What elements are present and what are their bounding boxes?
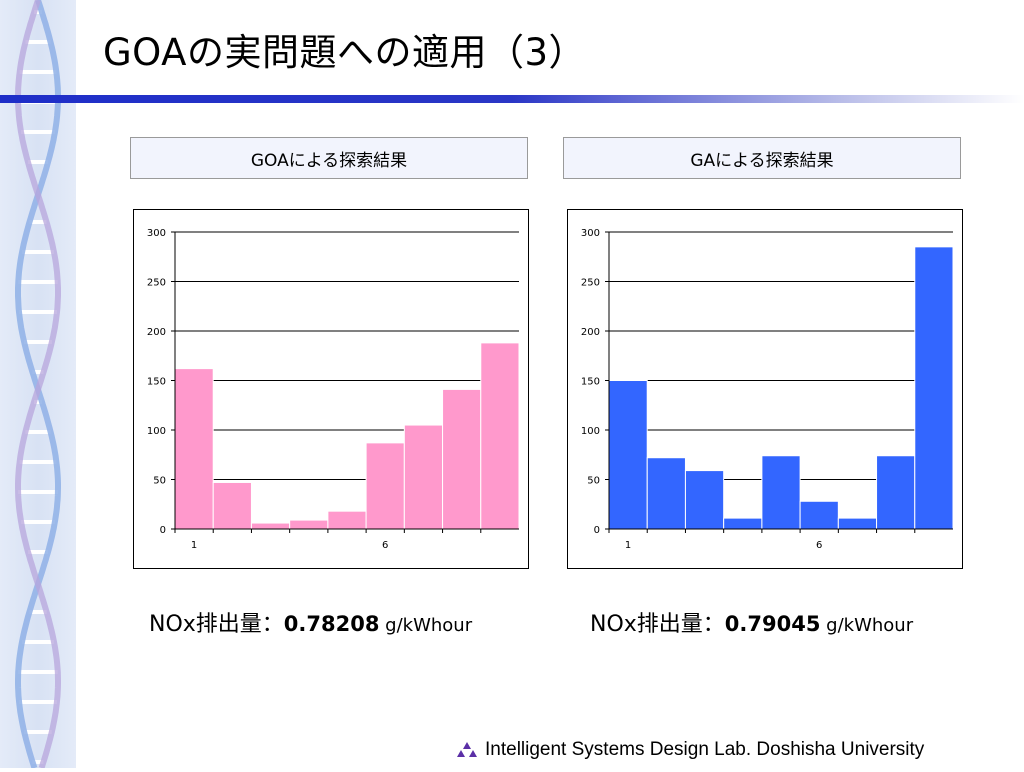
ga-y-tick-label: 0 (594, 525, 600, 536)
goa-bar (174, 368, 214, 530)
ga-bar (799, 500, 839, 530)
ga-nox-unit: g/kWhour (820, 615, 914, 636)
goa-histogram-svg: 0 50 100 150 200 250 300 1 6 (147, 228, 520, 551)
ga-bar (914, 246, 954, 530)
goa-x-tick-label: 6 (382, 540, 388, 551)
goa-bar (480, 342, 520, 530)
ga-y-tick-label: 300 (581, 228, 600, 239)
goa-result-caption: GOAによる探索結果 (130, 137, 528, 179)
goa-y-tick-label: 0 (160, 525, 166, 536)
footer-lab-name: Intelligent Systems Design Lab. Doshisha… (485, 739, 925, 760)
goa-caption-text: GOAによる探索結果 (250, 150, 408, 171)
lab-logo-icon (457, 742, 477, 757)
goa-histogram-chart: 0 50 100 150 200 250 300 1 6 (133, 209, 529, 569)
dna-helix-icon (15, 0, 61, 769)
slide-title: GOAの実問題への適用（3） (103, 31, 586, 74)
goa-nox-unit: g/kWhour (379, 615, 473, 636)
dna-helix-decoration (0, 0, 76, 769)
goa-y-tick-label: 100 (147, 426, 166, 437)
goa-nox-value: 0.78208 (283, 612, 380, 636)
goa-y-tick-label: 50 (153, 476, 166, 487)
footer: Intelligent Systems Design Lab. Doshisha… (455, 738, 924, 762)
ga-nox-value: 0.79045 (724, 612, 821, 636)
goa-bar (250, 522, 291, 530)
goa-bar (212, 481, 252, 530)
ga-histogram-svg: 0 50 100 150 200 250 300 1 6 (581, 228, 954, 551)
title-underline (0, 95, 1024, 103)
ga-y-tick-label: 100 (581, 426, 600, 437)
ga-nox-result: NOx排出量：0.79045 g/kWhour (590, 606, 913, 638)
goa-bar (289, 519, 329, 530)
ga-bar (876, 455, 916, 530)
goa-y-tick-label: 250 (147, 278, 166, 289)
ga-y-tick-label: 50 (587, 476, 600, 487)
ga-bar (723, 517, 763, 530)
goa-nox-result: NOx排出量：0.78208 g/kWhour (149, 606, 472, 638)
goa-bar (442, 388, 482, 530)
ga-nox-label: NOx排出量： (590, 612, 725, 637)
ga-x-tick-label: 1 (625, 540, 631, 551)
goa-x-tick-label: 1 (191, 540, 197, 551)
goa-bar (403, 424, 444, 530)
ga-bar (646, 457, 686, 530)
ga-histogram-chart: 0 50 100 150 200 250 300 1 6 (567, 209, 963, 569)
ga-y-tick-label: 150 (581, 377, 600, 388)
ga-result-caption: GAによる探索結果 (563, 137, 961, 179)
ga-y-tick-label: 200 (581, 327, 600, 338)
ga-x-tick-label: 6 (816, 540, 822, 551)
ga-bar (837, 517, 878, 530)
goa-y-tick-label: 300 (147, 228, 166, 239)
goa-y-tick-label: 150 (147, 377, 166, 388)
ga-caption-text: GAによる探索結果 (690, 150, 834, 171)
goa-bar (327, 510, 367, 530)
ga-bar (684, 470, 725, 530)
ga-bar (761, 455, 801, 530)
ga-bar (608, 380, 648, 530)
goa-bar (365, 442, 405, 530)
ga-y-tick-label: 250 (581, 278, 600, 289)
goa-y-tick-label: 200 (147, 327, 166, 338)
goa-nox-label: NOx排出量： (149, 612, 284, 637)
